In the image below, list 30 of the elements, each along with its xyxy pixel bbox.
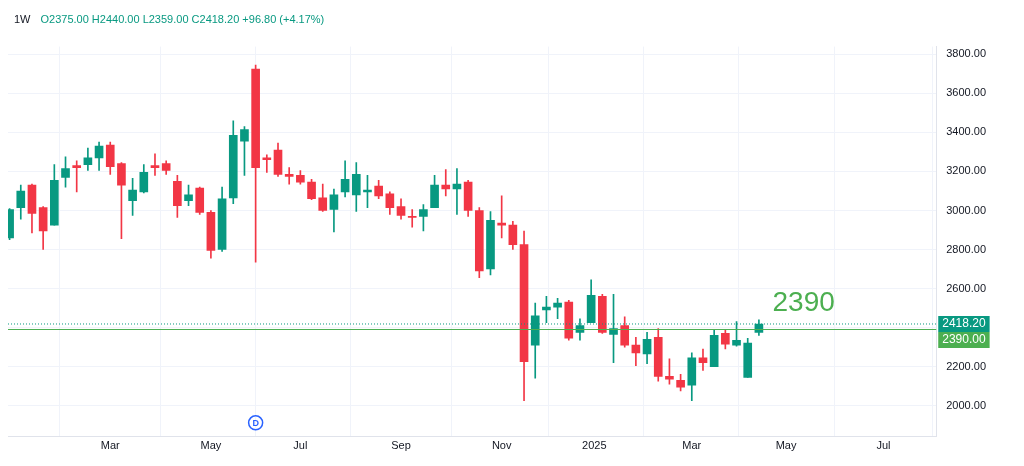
y-tick-label: 2600.00 bbox=[946, 281, 986, 294]
x-tick-label: Sep bbox=[391, 439, 411, 452]
candlestick bbox=[150, 153, 160, 176]
candlestick bbox=[441, 169, 451, 197]
candlestick bbox=[72, 160, 82, 193]
x-tick-label: Jul bbox=[293, 439, 308, 452]
x-tick-label: May bbox=[200, 439, 222, 452]
candlestick bbox=[407, 209, 417, 228]
y-tick-label: 2800.00 bbox=[946, 242, 986, 255]
y-tick-label: 2200.00 bbox=[946, 359, 986, 372]
ref-line-label: 2390.00 bbox=[942, 332, 986, 347]
x-tick-label: Nov bbox=[491, 439, 512, 452]
y-tick-label: 3800.00 bbox=[946, 47, 986, 60]
y-tick-label: 2000.00 bbox=[946, 398, 986, 411]
x-tick-label: Mar bbox=[682, 439, 702, 452]
annotation: D bbox=[252, 417, 260, 428]
x-tick-label: Jul bbox=[876, 439, 891, 452]
x-tick-label: May bbox=[775, 439, 797, 452]
y-tick-label: 3200.00 bbox=[946, 164, 986, 177]
x-tick-label: Mar bbox=[100, 439, 121, 452]
candlestick bbox=[262, 154, 272, 173]
y-tick-label: 3600.00 bbox=[946, 86, 986, 99]
chart-subtitle: O2375.00 H2440.00 L2359.00 C2418.20 +96.80 (+4.17%) bbox=[40, 13, 325, 25]
chart-title: 1W bbox=[14, 13, 31, 25]
y-tick-label: 3000.00 bbox=[946, 203, 986, 216]
annotation: 2390 bbox=[772, 286, 835, 318]
y-tick-label: 3400.00 bbox=[946, 125, 986, 138]
candlestick bbox=[284, 167, 294, 185]
x-tick-label: 2025 bbox=[582, 439, 607, 452]
ref-line-label: 2418.20 bbox=[942, 316, 986, 331]
